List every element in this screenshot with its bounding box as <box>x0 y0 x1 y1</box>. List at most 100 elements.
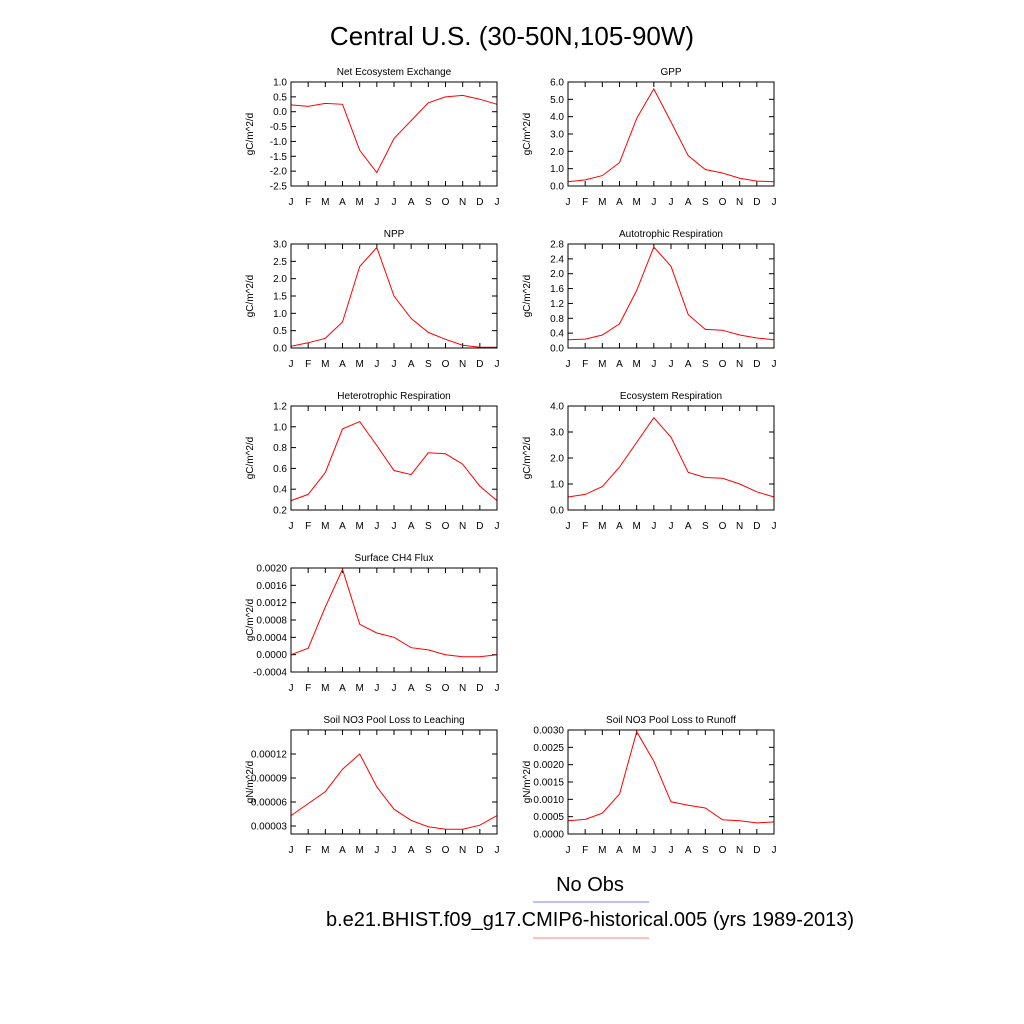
y-tick-label: 0.6 <box>273 464 287 475</box>
y-tick-label: 0.00003 <box>251 822 288 833</box>
x-tick-label: A <box>616 845 623 856</box>
y-tick-label: 0.0 <box>550 182 564 193</box>
chart-panel: Autotrophic Respiration 2.8 2.4 2.0 1.6 1.2 0.… <box>522 229 777 370</box>
x-tick-label: M <box>598 359 606 370</box>
plot-frame <box>290 243 498 349</box>
x-tick-label: A <box>339 197 346 208</box>
plot-frame <box>290 405 498 511</box>
x-tick-label: A <box>408 521 415 532</box>
x-tick-label: A <box>616 359 623 370</box>
x-tick-label: A <box>408 197 415 208</box>
x-tick-label: D <box>753 845 760 856</box>
x-tick-label: D <box>476 197 483 208</box>
x-tick-label: J <box>651 359 656 370</box>
x-tick-label: M <box>598 521 606 532</box>
y-tick-label: 0.0008 <box>256 616 287 627</box>
y-axis-label: gN/m^2/d <box>245 761 256 804</box>
y-tick-label: -1.0 <box>270 137 288 148</box>
figure-title: Central U.S. (30-50N,105-90W) <box>330 21 694 51</box>
x-tick-label: D <box>753 521 760 532</box>
y-tick-label: 5.0 <box>550 95 564 106</box>
x-tick-label: J <box>374 197 379 208</box>
x-tick-label: J <box>289 845 294 856</box>
y-tick-label: 0.0 <box>273 107 287 118</box>
series-line <box>290 246 497 348</box>
y-tick-label: 2.0 <box>550 147 564 158</box>
x-tick-label: J <box>772 521 777 532</box>
chart-panel: Soil NO3 Pool Loss to Leaching 0.00012 0.0… <box>245 715 500 856</box>
x-tick-label: N <box>736 197 743 208</box>
y-tick-label: 0.5 <box>273 92 287 103</box>
panel-title: Autotrophic Respiration <box>619 229 723 240</box>
x-tick-label: J <box>495 521 500 532</box>
x-tick-label: S <box>425 197 432 208</box>
x-tick-label: N <box>736 521 743 532</box>
y-tick-label: 0.0016 <box>256 581 287 592</box>
chart-panel: Heterotrophic Respiration 1.2 1.0 0.8 0.6 0.4… <box>245 391 500 532</box>
panel-title: GPP <box>660 67 681 78</box>
panel-title: NPP <box>384 229 405 240</box>
y-tick-label: 3.0 <box>273 240 287 251</box>
y-tick-label: 1.0 <box>273 422 287 433</box>
x-tick-label: M <box>355 683 363 694</box>
x-tick-label: J <box>392 197 397 208</box>
x-tick-label: N <box>459 359 466 370</box>
x-tick-label: S <box>425 845 432 856</box>
series-line <box>567 246 775 341</box>
x-tick-label: J <box>495 683 500 694</box>
y-tick-label: 0.0020 <box>256 564 287 575</box>
y-tick-label: 0.4 <box>273 485 287 496</box>
y-tick-label: 0.0 <box>550 506 564 517</box>
y-axis-label: gC/m^2/d <box>245 275 256 318</box>
x-tick-label: A <box>408 359 415 370</box>
y-tick-label: 6.0 <box>550 78 564 89</box>
y-tick-label: 0.00009 <box>251 774 288 785</box>
y-tick-label: 0.0 <box>273 344 287 355</box>
x-tick-label: F <box>305 521 311 532</box>
plot-frame <box>567 243 775 349</box>
y-tick-label: 0.8 <box>550 314 564 325</box>
legend-label-model: b.e21.BHIST.f09_g17.CMIP6-historical.005… <box>326 909 854 931</box>
x-tick-label: J <box>772 359 777 370</box>
y-axis-label: gC/m^2/d <box>245 599 256 642</box>
x-tick-label: M <box>632 845 640 856</box>
x-tick-label: A <box>339 359 346 370</box>
plot-frame <box>567 81 775 187</box>
y-tick-label: -2.0 <box>270 167 288 178</box>
y-tick-label: 0.5 <box>273 326 287 337</box>
plot-frame <box>567 729 775 835</box>
y-axis-label: gC/m^2/d <box>522 275 533 318</box>
x-tick-label: O <box>442 521 450 532</box>
x-tick-label: M <box>321 845 329 856</box>
panel-title: Soil NO3 Pool Loss to Leaching <box>323 715 464 726</box>
x-tick-label: M <box>321 521 329 532</box>
y-tick-label: 0.4 <box>550 329 564 340</box>
chart-panel: Soil NO3 Pool Loss to Runoff 0.0030 0.0025… <box>522 715 777 856</box>
x-tick-label: M <box>598 845 606 856</box>
y-tick-label: 0.0015 <box>533 778 564 789</box>
x-tick-label: O <box>442 845 450 856</box>
x-tick-label: J <box>289 197 294 208</box>
x-tick-label: J <box>289 683 294 694</box>
x-tick-label: F <box>305 845 311 856</box>
y-tick-label: 0.0030 <box>533 726 564 737</box>
x-tick-label: J <box>392 845 397 856</box>
y-tick-label: 2.0 <box>273 274 287 285</box>
legend: No Obs b.e21.BHIST.f09_g17.CMIP6-histori… <box>326 874 854 939</box>
x-tick-label: N <box>736 359 743 370</box>
x-tick-label: S <box>425 521 432 532</box>
x-tick-label: F <box>582 845 588 856</box>
y-tick-label: 1.0 <box>273 78 287 89</box>
x-tick-label: J <box>392 683 397 694</box>
x-tick-label: J <box>374 359 379 370</box>
x-tick-label: O <box>442 197 450 208</box>
panel-title: Soil NO3 Pool Loss to Runoff <box>606 715 736 726</box>
y-axis-label: gC/m^2/d <box>245 437 256 480</box>
x-tick-label: F <box>305 683 311 694</box>
panel-title: Surface CH4 Flux <box>355 553 434 564</box>
x-tick-label: D <box>476 683 483 694</box>
y-tick-label: 0.00012 <box>251 750 288 761</box>
